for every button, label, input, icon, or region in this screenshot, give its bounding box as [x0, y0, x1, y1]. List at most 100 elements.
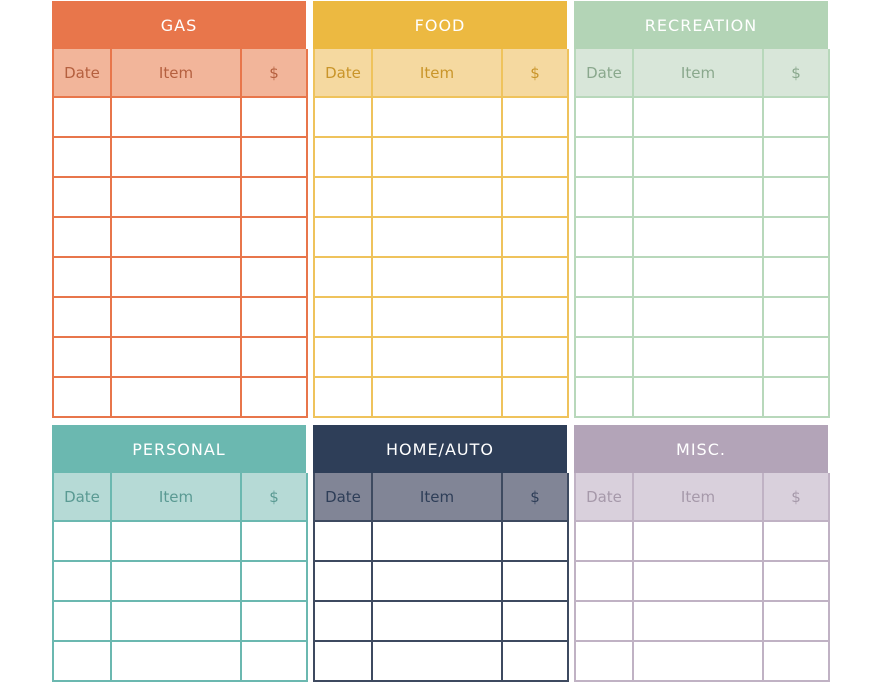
amount-cell[interactable] — [501, 136, 569, 178]
item-cell[interactable] — [632, 176, 764, 218]
date-cell[interactable] — [52, 560, 112, 602]
item-cell[interactable] — [110, 256, 242, 298]
item-cell[interactable] — [110, 640, 242, 682]
amount-cell[interactable] — [501, 216, 569, 258]
amount-cell[interactable] — [762, 216, 830, 258]
date-cell[interactable] — [313, 600, 373, 642]
item-cell[interactable] — [371, 376, 503, 418]
date-cell[interactable] — [313, 376, 373, 418]
item-cell[interactable] — [110, 600, 242, 642]
amount-cell[interactable] — [240, 136, 308, 178]
date-cell[interactable] — [313, 136, 373, 178]
date-cell[interactable] — [313, 520, 373, 562]
amount-cell[interactable] — [240, 640, 308, 682]
amount-cell[interactable] — [501, 376, 569, 418]
item-cell[interactable] — [632, 640, 764, 682]
item-cell[interactable] — [632, 560, 764, 602]
date-cell[interactable] — [574, 560, 634, 602]
date-cell[interactable] — [52, 640, 112, 682]
date-cell[interactable] — [313, 336, 373, 378]
item-cell[interactable] — [632, 256, 764, 298]
item-cell[interactable] — [371, 296, 503, 338]
amount-cell[interactable] — [501, 520, 569, 562]
item-cell[interactable] — [110, 136, 242, 178]
item-cell[interactable] — [371, 96, 503, 138]
date-cell[interactable] — [313, 256, 373, 298]
amount-cell[interactable] — [762, 136, 830, 178]
item-cell[interactable] — [110, 296, 242, 338]
amount-cell[interactable] — [762, 256, 830, 298]
date-cell[interactable] — [52, 216, 112, 258]
date-cell[interactable] — [313, 640, 373, 682]
amount-cell[interactable] — [501, 256, 569, 298]
date-cell[interactable] — [574, 600, 634, 642]
date-cell[interactable] — [574, 256, 634, 298]
item-cell[interactable] — [632, 136, 764, 178]
date-cell[interactable] — [313, 560, 373, 602]
item-cell[interactable] — [371, 336, 503, 378]
date-cell[interactable] — [52, 136, 112, 178]
date-cell[interactable] — [52, 296, 112, 338]
amount-cell[interactable] — [240, 376, 308, 418]
amount-cell[interactable] — [501, 336, 569, 378]
amount-cell[interactable] — [240, 216, 308, 258]
date-cell[interactable] — [574, 520, 634, 562]
item-cell[interactable] — [110, 376, 242, 418]
amount-cell[interactable] — [762, 600, 830, 642]
amount-cell[interactable] — [762, 176, 830, 218]
date-cell[interactable] — [574, 376, 634, 418]
amount-cell[interactable] — [501, 560, 569, 602]
item-cell[interactable] — [632, 336, 764, 378]
amount-cell[interactable] — [240, 336, 308, 378]
amount-cell[interactable] — [762, 96, 830, 138]
item-cell[interactable] — [110, 96, 242, 138]
date-cell[interactable] — [574, 640, 634, 682]
date-cell[interactable] — [52, 336, 112, 378]
date-cell[interactable] — [574, 136, 634, 178]
amount-cell[interactable] — [240, 296, 308, 338]
amount-cell[interactable] — [501, 296, 569, 338]
amount-cell[interactable] — [501, 640, 569, 682]
item-cell[interactable] — [632, 96, 764, 138]
item-cell[interactable] — [371, 520, 503, 562]
amount-cell[interactable] — [501, 176, 569, 218]
date-cell[interactable] — [52, 176, 112, 218]
amount-cell[interactable] — [762, 336, 830, 378]
item-cell[interactable] — [632, 216, 764, 258]
date-cell[interactable] — [313, 216, 373, 258]
item-cell[interactable] — [371, 176, 503, 218]
amount-cell[interactable] — [762, 520, 830, 562]
item-cell[interactable] — [632, 600, 764, 642]
date-cell[interactable] — [574, 216, 634, 258]
item-cell[interactable] — [632, 520, 764, 562]
item-cell[interactable] — [110, 336, 242, 378]
amount-cell[interactable] — [240, 520, 308, 562]
item-cell[interactable] — [371, 256, 503, 298]
amount-cell[interactable] — [762, 560, 830, 602]
date-cell[interactable] — [52, 376, 112, 418]
item-cell[interactable] — [371, 600, 503, 642]
date-cell[interactable] — [574, 96, 634, 138]
date-cell[interactable] — [574, 336, 634, 378]
item-cell[interactable] — [371, 640, 503, 682]
item-cell[interactable] — [371, 216, 503, 258]
amount-cell[interactable] — [240, 256, 308, 298]
amount-cell[interactable] — [240, 600, 308, 642]
amount-cell[interactable] — [240, 176, 308, 218]
item-cell[interactable] — [110, 176, 242, 218]
date-cell[interactable] — [52, 256, 112, 298]
date-cell[interactable] — [52, 520, 112, 562]
item-cell[interactable] — [632, 376, 764, 418]
amount-cell[interactable] — [501, 600, 569, 642]
item-cell[interactable] — [110, 560, 242, 602]
date-cell[interactable] — [313, 296, 373, 338]
amount-cell[interactable] — [240, 96, 308, 138]
item-cell[interactable] — [110, 520, 242, 562]
date-cell[interactable] — [52, 600, 112, 642]
amount-cell[interactable] — [501, 96, 569, 138]
item-cell[interactable] — [632, 296, 764, 338]
date-cell[interactable] — [574, 296, 634, 338]
amount-cell[interactable] — [762, 376, 830, 418]
date-cell[interactable] — [313, 176, 373, 218]
amount-cell[interactable] — [240, 560, 308, 602]
